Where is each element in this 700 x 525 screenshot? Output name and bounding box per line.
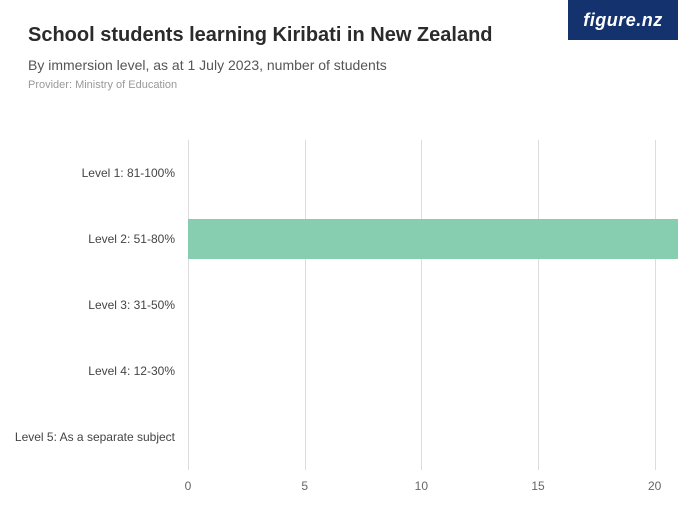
grid-line bbox=[305, 140, 306, 470]
logo-text: figure.nz bbox=[583, 10, 663, 31]
x-axis-labels: 0 5 10 15 20 bbox=[188, 475, 678, 495]
grid-line bbox=[421, 140, 422, 470]
y-label: Level 2: 51-80% bbox=[88, 232, 175, 246]
y-label: Level 3: 31-50% bbox=[88, 298, 175, 312]
grid-line bbox=[188, 140, 189, 470]
figure-nz-logo: figure.nz bbox=[568, 0, 678, 40]
y-axis-labels: Level 1: 81-100% Level 2: 51-80% Level 3… bbox=[28, 140, 183, 470]
y-label: Level 4: 12-30% bbox=[88, 364, 175, 378]
x-label: 10 bbox=[415, 479, 428, 493]
x-label: 5 bbox=[301, 479, 308, 493]
x-label: 20 bbox=[648, 479, 661, 493]
chart-provider: Provider: Ministry of Education bbox=[28, 79, 672, 91]
grid-line bbox=[655, 140, 656, 470]
plot-area bbox=[188, 140, 678, 470]
chart-subtitle: By immersion level, as at 1 July 2023, n… bbox=[28, 57, 672, 73]
y-label: Level 5: As a separate subject bbox=[15, 430, 175, 444]
x-label: 0 bbox=[185, 479, 192, 493]
x-label: 15 bbox=[531, 479, 544, 493]
grid-line bbox=[538, 140, 539, 470]
bar bbox=[188, 219, 678, 259]
chart-area: Level 1: 81-100% Level 2: 51-80% Level 3… bbox=[28, 140, 678, 495]
y-label: Level 1: 81-100% bbox=[82, 166, 175, 180]
